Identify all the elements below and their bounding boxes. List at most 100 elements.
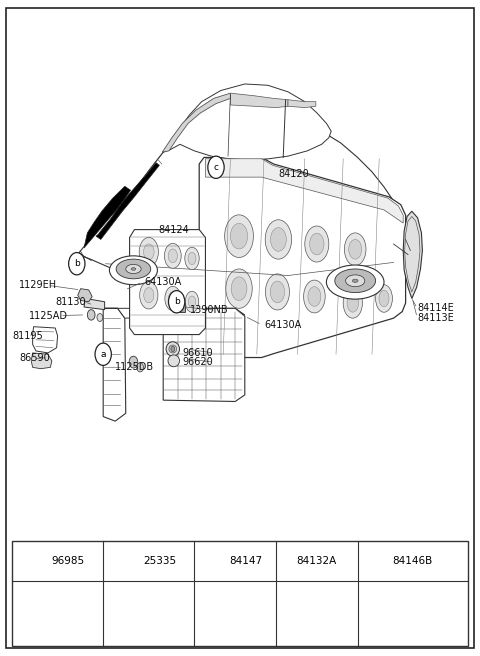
Ellipse shape xyxy=(166,342,180,356)
Ellipse shape xyxy=(312,597,322,606)
Circle shape xyxy=(46,605,55,619)
Polygon shape xyxy=(230,93,288,108)
Ellipse shape xyxy=(109,256,157,285)
Ellipse shape xyxy=(144,287,154,303)
Ellipse shape xyxy=(265,220,291,259)
Polygon shape xyxy=(288,100,316,108)
Text: 84113E: 84113E xyxy=(418,312,455,323)
Text: 81130: 81130 xyxy=(55,297,86,307)
Text: 84120: 84120 xyxy=(278,169,309,179)
Ellipse shape xyxy=(335,269,375,293)
Ellipse shape xyxy=(375,285,392,312)
Circle shape xyxy=(33,552,46,569)
Polygon shape xyxy=(162,93,230,152)
Text: 1129EH: 1129EH xyxy=(19,280,57,291)
Ellipse shape xyxy=(298,602,336,636)
Ellipse shape xyxy=(270,281,285,302)
Ellipse shape xyxy=(168,249,178,262)
Text: 84132A: 84132A xyxy=(297,556,337,566)
Circle shape xyxy=(87,310,95,320)
Text: 84147: 84147 xyxy=(229,556,263,566)
Text: b: b xyxy=(74,259,80,268)
Polygon shape xyxy=(163,84,331,160)
Ellipse shape xyxy=(164,243,181,268)
Ellipse shape xyxy=(145,602,152,609)
Ellipse shape xyxy=(347,294,359,312)
Ellipse shape xyxy=(310,233,324,255)
Circle shape xyxy=(97,314,103,321)
Text: 1125DB: 1125DB xyxy=(115,362,155,373)
Ellipse shape xyxy=(305,226,329,262)
Ellipse shape xyxy=(169,345,177,353)
Circle shape xyxy=(129,356,138,368)
Ellipse shape xyxy=(396,598,430,629)
Polygon shape xyxy=(205,159,403,223)
Ellipse shape xyxy=(126,264,141,274)
Text: 84146B: 84146B xyxy=(393,556,433,566)
Polygon shape xyxy=(33,327,58,353)
Ellipse shape xyxy=(308,287,321,306)
Ellipse shape xyxy=(408,604,418,612)
Ellipse shape xyxy=(326,265,384,299)
Ellipse shape xyxy=(116,259,151,279)
Ellipse shape xyxy=(400,600,425,622)
Text: 25335: 25335 xyxy=(143,556,176,566)
Ellipse shape xyxy=(231,277,247,300)
Polygon shape xyxy=(84,163,159,248)
FancyBboxPatch shape xyxy=(12,541,468,646)
Text: 96985: 96985 xyxy=(52,556,85,566)
Text: 86590: 86590 xyxy=(19,352,50,363)
Text: 64130A: 64130A xyxy=(144,277,181,287)
Ellipse shape xyxy=(230,609,240,618)
Polygon shape xyxy=(103,308,126,421)
FancyBboxPatch shape xyxy=(43,602,57,635)
Polygon shape xyxy=(105,308,245,318)
Ellipse shape xyxy=(168,292,177,305)
Polygon shape xyxy=(78,289,92,302)
Polygon shape xyxy=(79,112,410,294)
Circle shape xyxy=(69,253,85,275)
Ellipse shape xyxy=(230,223,248,249)
Ellipse shape xyxy=(225,215,253,257)
FancyBboxPatch shape xyxy=(56,605,67,624)
Ellipse shape xyxy=(185,291,199,312)
Ellipse shape xyxy=(226,605,244,622)
Text: 1125AD: 1125AD xyxy=(29,310,68,321)
Text: 81195: 81195 xyxy=(12,331,43,341)
Ellipse shape xyxy=(188,253,196,264)
Ellipse shape xyxy=(139,237,158,266)
Text: 96610: 96610 xyxy=(182,348,213,358)
Text: 64130A: 64130A xyxy=(264,319,301,330)
Ellipse shape xyxy=(188,296,196,308)
Ellipse shape xyxy=(144,244,154,260)
Ellipse shape xyxy=(315,598,319,602)
Polygon shape xyxy=(31,353,52,369)
Circle shape xyxy=(171,304,176,310)
Text: c: c xyxy=(215,556,219,565)
Text: 84114E: 84114E xyxy=(418,303,455,314)
FancyBboxPatch shape xyxy=(42,604,45,611)
Text: b: b xyxy=(128,556,133,565)
Polygon shape xyxy=(403,211,422,298)
Ellipse shape xyxy=(141,599,156,615)
Ellipse shape xyxy=(344,233,366,266)
Text: a: a xyxy=(100,350,106,359)
Ellipse shape xyxy=(411,606,415,609)
Circle shape xyxy=(137,363,144,372)
Ellipse shape xyxy=(165,286,180,310)
Text: b: b xyxy=(174,297,180,306)
Ellipse shape xyxy=(265,274,289,310)
Ellipse shape xyxy=(304,280,325,313)
Circle shape xyxy=(208,156,224,178)
Circle shape xyxy=(171,346,175,352)
Polygon shape xyxy=(199,157,406,358)
Text: c: c xyxy=(214,163,218,172)
Polygon shape xyxy=(84,298,105,310)
Ellipse shape xyxy=(352,279,358,282)
Ellipse shape xyxy=(222,600,249,626)
Polygon shape xyxy=(163,308,245,401)
Ellipse shape xyxy=(379,290,389,307)
Text: 1390NB: 1390NB xyxy=(190,305,228,316)
Text: a: a xyxy=(37,556,42,565)
Circle shape xyxy=(124,552,137,569)
